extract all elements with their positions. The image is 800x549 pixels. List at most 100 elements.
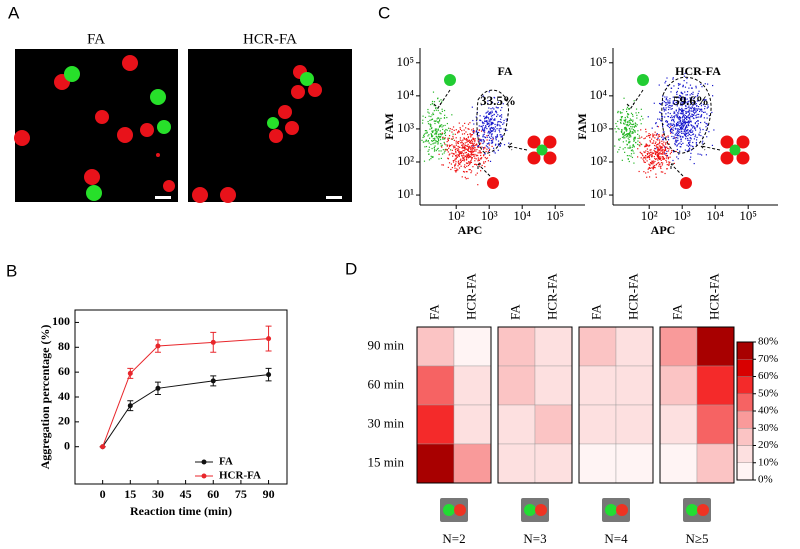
x-axis-label: Reaction time (min) xyxy=(130,504,232,518)
event-dot xyxy=(680,122,682,124)
event-dot xyxy=(641,143,643,146)
event-dot xyxy=(691,98,693,100)
dot-clouds xyxy=(419,91,510,186)
event-dot xyxy=(422,136,424,139)
event-dot xyxy=(616,125,618,127)
event-dot xyxy=(667,115,670,118)
event-dot xyxy=(678,153,680,155)
event-dot xyxy=(656,138,658,141)
event-dot xyxy=(683,121,685,124)
event-dot xyxy=(674,144,676,146)
event-dot xyxy=(623,123,625,125)
event-dot xyxy=(649,154,651,156)
event-dot xyxy=(685,112,687,114)
heat-cell xyxy=(615,326,654,367)
event-dot xyxy=(440,113,442,115)
event-dot xyxy=(689,97,691,99)
event-dot xyxy=(621,136,624,138)
event-dot xyxy=(468,163,471,165)
event-dot xyxy=(447,127,450,129)
event-dot xyxy=(437,137,439,139)
event-dot xyxy=(619,111,621,113)
event-dot xyxy=(690,93,693,95)
event-dot xyxy=(488,154,491,156)
event-dot xyxy=(670,87,672,89)
event-dot xyxy=(660,120,662,122)
event-dot xyxy=(628,124,631,126)
event-dot xyxy=(500,136,502,138)
event-dot xyxy=(663,101,666,103)
event-dot xyxy=(662,156,665,158)
event-dot xyxy=(484,127,486,129)
event-dot xyxy=(452,133,454,135)
event-dot xyxy=(629,141,631,143)
colorbar-box xyxy=(736,359,754,377)
event-dot xyxy=(680,92,682,94)
event-dot xyxy=(496,107,498,109)
event-dot xyxy=(455,137,457,139)
event-dot xyxy=(682,132,684,134)
event-dot xyxy=(497,143,500,145)
event-dot xyxy=(486,111,488,113)
event-dot xyxy=(497,101,499,103)
event-dot xyxy=(472,144,474,147)
event-dot xyxy=(466,165,468,167)
event-dot xyxy=(477,152,479,154)
event-dot xyxy=(676,134,678,137)
event-dot xyxy=(670,126,672,128)
event-dot xyxy=(483,128,486,130)
event-dot xyxy=(431,127,433,129)
event-dot xyxy=(626,133,628,135)
event-dot xyxy=(635,108,638,110)
event-dot xyxy=(680,124,682,126)
event-dot xyxy=(623,135,625,137)
event-dot xyxy=(696,108,698,110)
event-dot xyxy=(625,126,627,128)
event-dot xyxy=(620,120,622,122)
event-dot xyxy=(655,164,657,166)
event-dot xyxy=(627,116,629,119)
event-dot xyxy=(625,118,627,120)
event-dot xyxy=(666,96,668,98)
event-dot xyxy=(460,151,462,153)
event-dot xyxy=(474,153,476,156)
event-dot xyxy=(645,143,647,145)
event-dot xyxy=(651,127,653,129)
event-dot xyxy=(640,129,642,131)
event-dot xyxy=(683,109,685,111)
event-dot xyxy=(684,86,687,88)
event-dot xyxy=(460,160,463,162)
event-dot xyxy=(667,101,669,103)
event-dot xyxy=(674,112,676,114)
event-dot xyxy=(475,120,478,122)
event-dot xyxy=(685,133,687,135)
event-dot xyxy=(427,140,429,142)
event-dot xyxy=(654,157,656,160)
event-dot xyxy=(505,118,507,120)
event-dot xyxy=(663,153,665,155)
event-dot xyxy=(668,104,670,107)
event-dot xyxy=(471,146,474,148)
event-dot xyxy=(500,116,503,118)
event-dot xyxy=(676,100,678,102)
event-dot xyxy=(642,154,644,157)
event-dot xyxy=(695,115,697,117)
event-dot xyxy=(431,130,433,132)
event-dot xyxy=(707,83,709,85)
event-dot xyxy=(423,134,425,136)
event-dot xyxy=(465,131,467,133)
event-dot xyxy=(700,108,703,110)
event-dot xyxy=(431,118,433,121)
event-dot xyxy=(680,102,682,104)
event-dot xyxy=(658,155,660,157)
colorbar-label: 60% xyxy=(758,370,778,382)
event-dot xyxy=(711,111,713,114)
data-point xyxy=(266,336,272,342)
thumb-cell xyxy=(616,504,628,516)
event-dot xyxy=(482,124,484,127)
event-dot xyxy=(674,137,676,139)
event-dot xyxy=(459,152,461,154)
event-dot xyxy=(454,145,456,147)
event-dot xyxy=(678,121,680,123)
event-dot xyxy=(655,148,657,150)
